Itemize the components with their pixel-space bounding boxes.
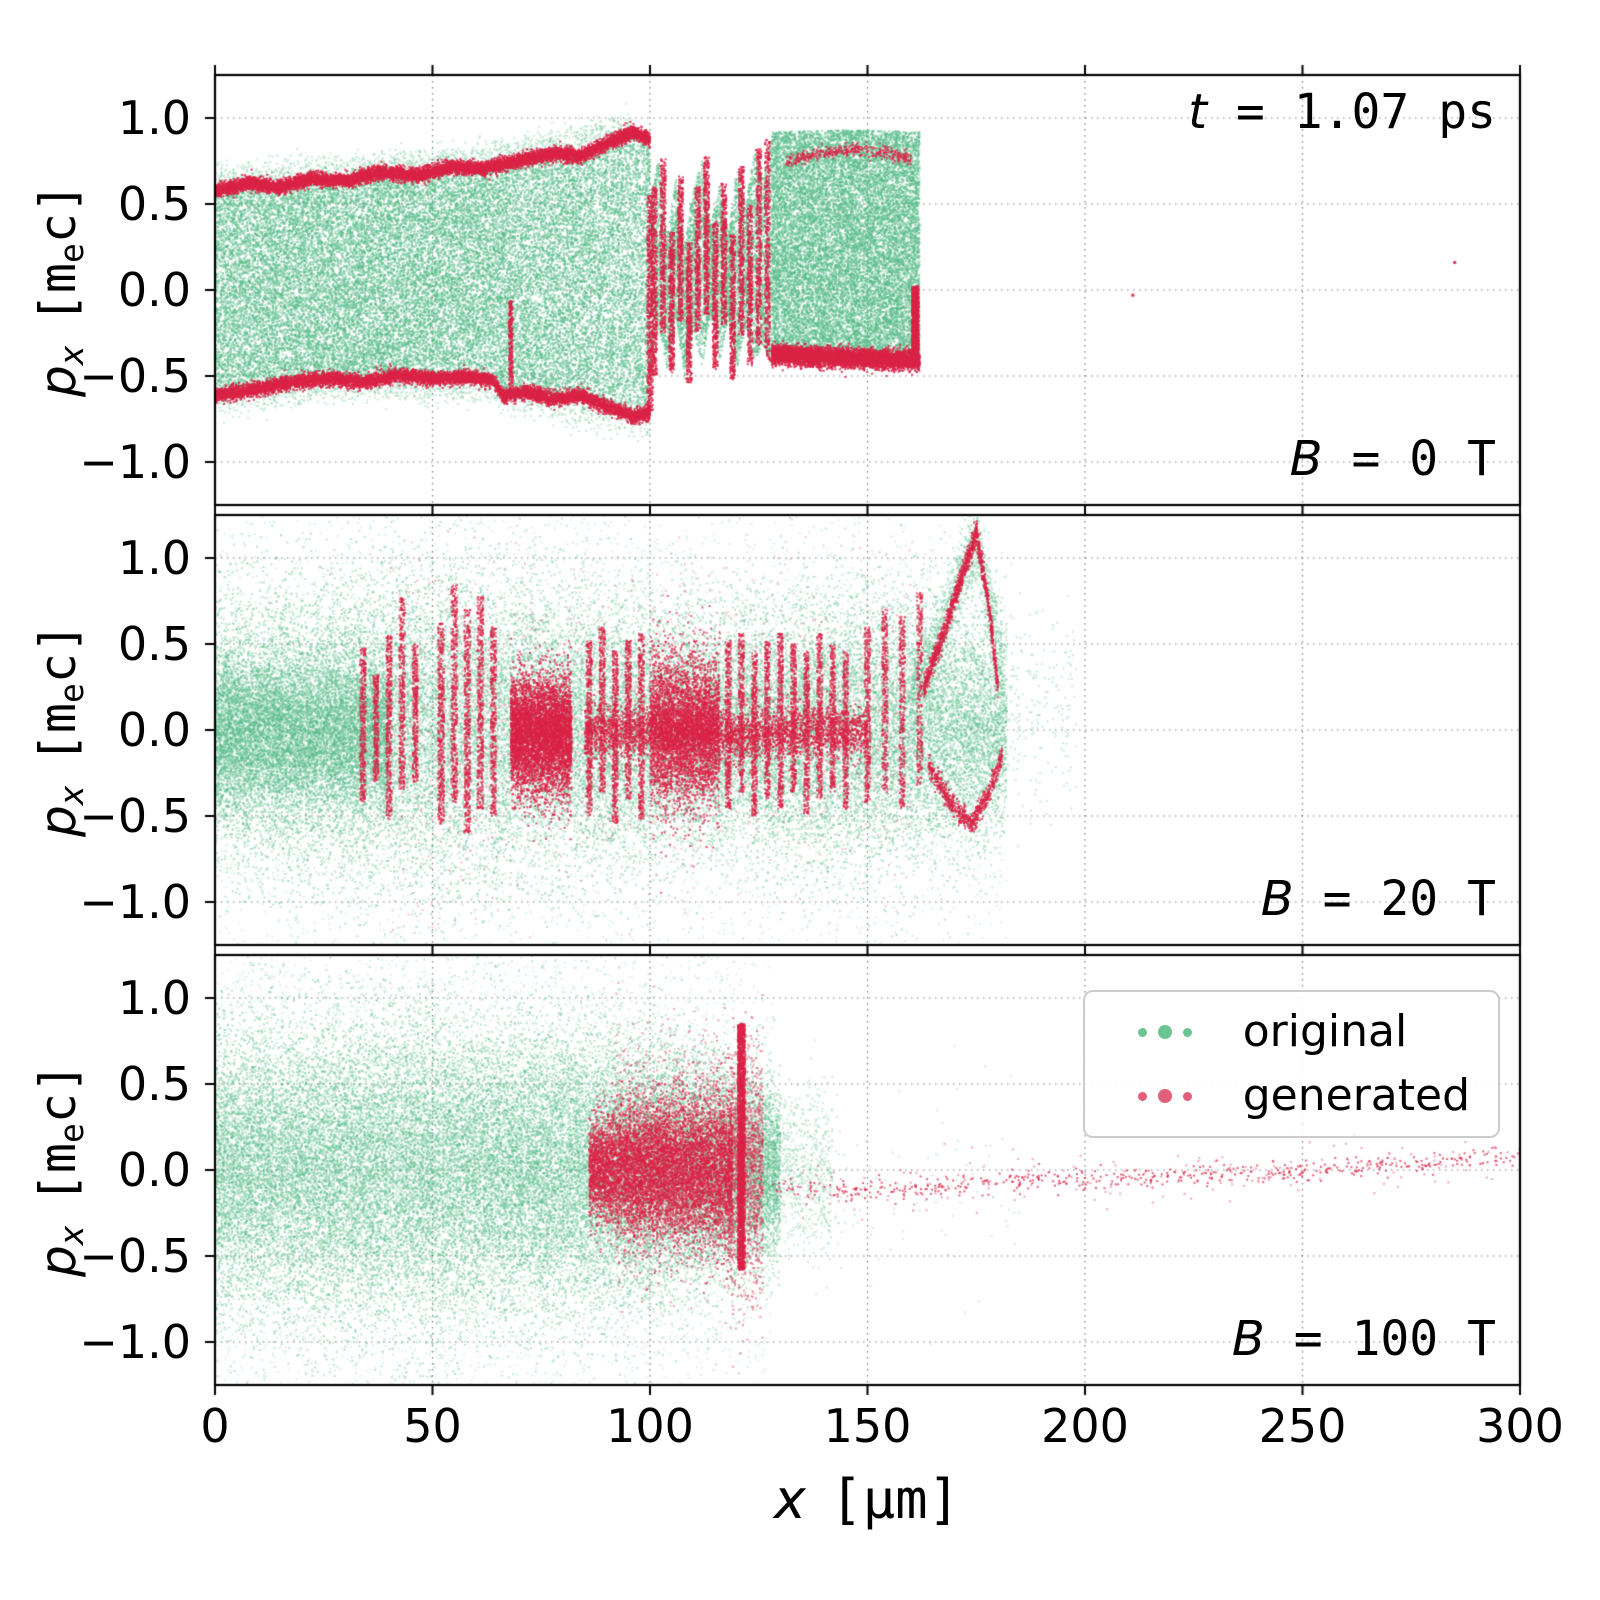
phase-space-figure: t = 1.07 ps B = 0 T B = 20 T B = 100 T p… bbox=[0, 0, 1600, 1600]
scatter-plot-canvas bbox=[0, 0, 1600, 1600]
